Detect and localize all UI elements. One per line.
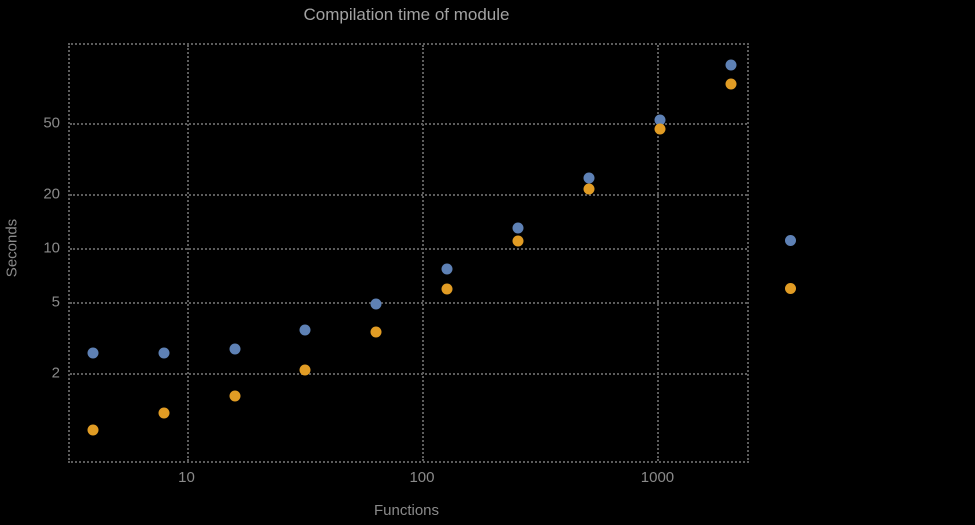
data-point	[370, 326, 382, 338]
y-tick-label: 2	[51, 364, 60, 382]
data-point	[583, 183, 595, 195]
x-tick-label: 100	[409, 469, 435, 486]
data-point	[441, 263, 453, 275]
x-gridline	[421, 45, 424, 461]
data-point	[512, 235, 524, 247]
y-tick-label: 10	[43, 239, 60, 257]
chart-title: Compilation time of module	[303, 5, 510, 24]
data-point	[87, 347, 99, 359]
legend-marker-series-2	[785, 283, 796, 294]
data-point	[229, 390, 241, 402]
x-tick-label: 1000	[640, 469, 675, 486]
x-gridline	[657, 45, 660, 461]
y-gridline	[70, 373, 747, 376]
y-tick-label: 50	[43, 114, 60, 132]
data-point	[441, 283, 453, 295]
y-gridline	[70, 302, 747, 305]
y-tick-label: 20	[43, 185, 60, 203]
x-gridline	[186, 45, 189, 461]
x-tick-label: 10	[178, 469, 195, 486]
y-axis-label: Seconds	[3, 218, 21, 278]
y-gridline	[70, 122, 747, 125]
data-point	[512, 222, 524, 234]
data-point	[583, 172, 595, 184]
legend-marker-series-1	[785, 235, 796, 246]
data-point	[725, 59, 737, 71]
data-point	[299, 324, 311, 336]
plot-area: 10 100 1000 2 5 10 20 50	[43, 43, 749, 486]
y-gridline	[70, 194, 747, 197]
y-gridline	[70, 248, 747, 251]
x-axis-label: Functions	[373, 502, 440, 519]
data-point	[654, 114, 666, 126]
data-point	[158, 407, 170, 419]
y-tick-label: 5	[51, 293, 60, 311]
data-point	[87, 424, 99, 436]
data-point	[158, 347, 170, 359]
data-point	[229, 343, 241, 355]
data-point	[299, 364, 311, 376]
data-point	[725, 78, 737, 90]
data-point	[370, 298, 382, 310]
data-point	[654, 123, 666, 135]
